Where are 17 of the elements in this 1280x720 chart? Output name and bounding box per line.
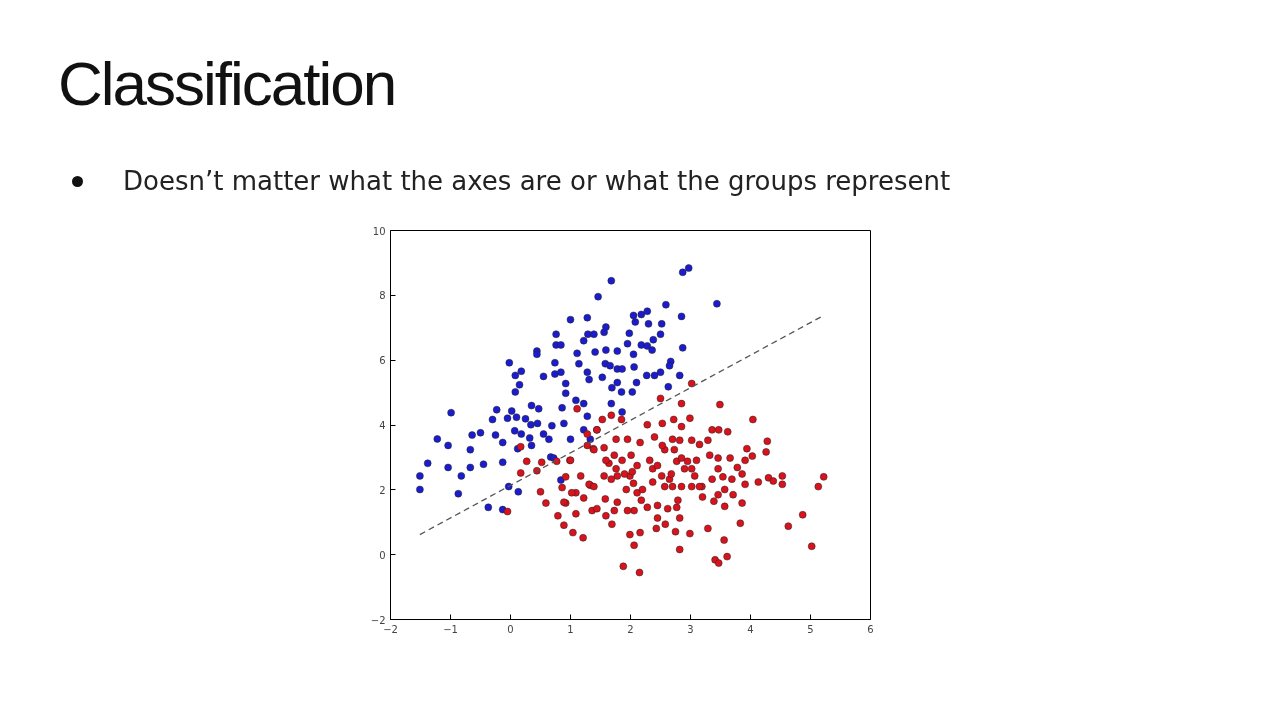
x-tick-label: 1	[567, 623, 574, 635]
x-tick-label: 6	[867, 623, 874, 635]
y-tick-label: 6	[379, 355, 386, 367]
y-tick-label: 8	[379, 290, 386, 302]
x-tick-label: 5	[807, 623, 814, 635]
x-tick-label: −1	[443, 623, 458, 635]
x-tick-label: 0	[507, 623, 514, 635]
chart-title: Classification	[58, 48, 396, 120]
y-tick-label: 0	[379, 549, 386, 561]
chart-subtitle: Doesn’t matter what the axes are or what the groups represent	[123, 164, 951, 198]
x-tick-label: 4	[747, 623, 754, 635]
y-tick-label: 2	[379, 484, 386, 496]
y-tick-label: −2	[370, 614, 386, 626]
y-tick-label: 4	[379, 420, 386, 431]
y-tick-label: 10	[372, 225, 386, 237]
x-tick-label: 2	[627, 623, 634, 635]
x-tick-label: 3	[687, 623, 694, 635]
